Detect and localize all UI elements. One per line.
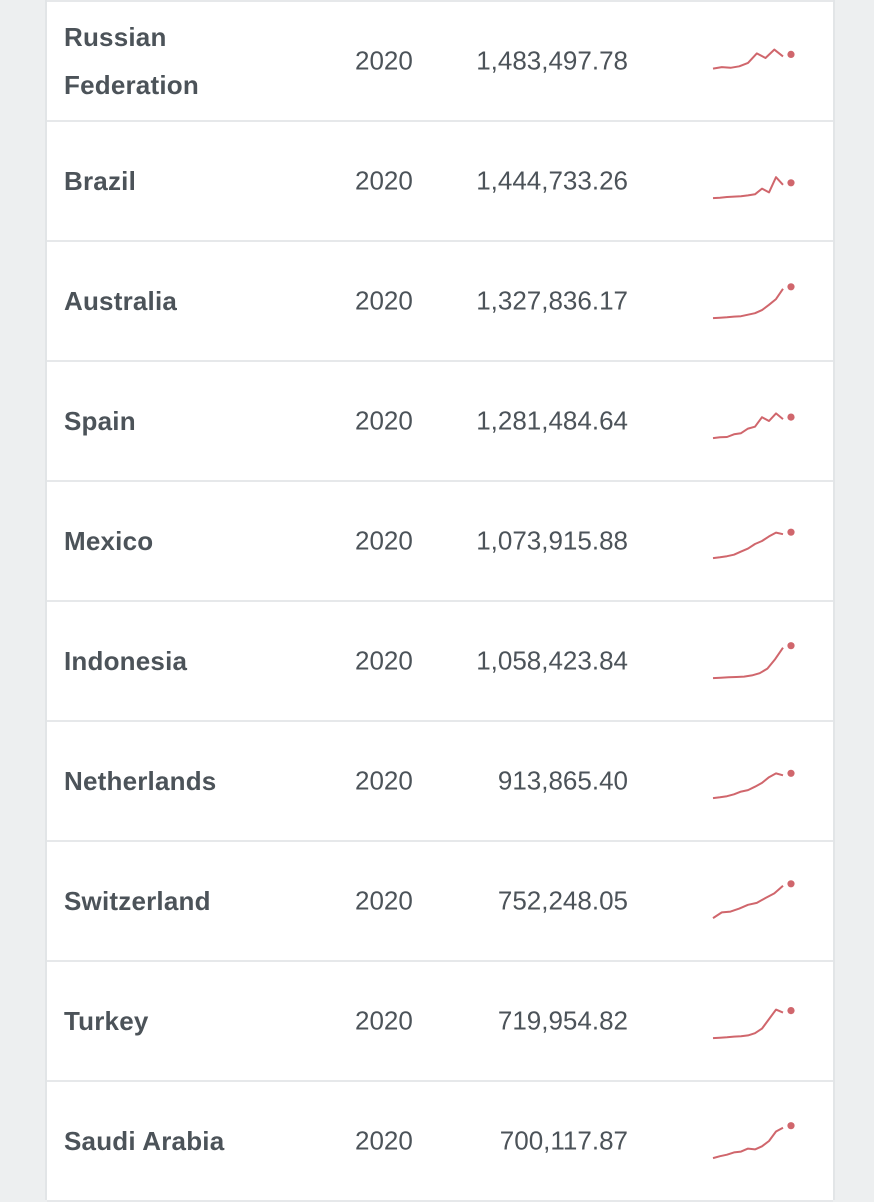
sparkline-line [712,1008,784,1040]
sparkline-endpoint [787,283,795,291]
sparkline-endpoint [787,528,795,536]
sparkline-chart [712,176,795,200]
sparkline-endpoint [787,1122,795,1130]
sparkline-chart [712,1122,795,1160]
year-cell: 2020 [355,165,413,196]
year-cell: 2020 [355,285,413,316]
sparkline-line [712,1126,784,1160]
sparkline-endpoint [787,50,795,58]
sparkline-endpoint [787,769,795,777]
country-name: Brazil [64,166,137,196]
value-cell: 1,444,733.26 [476,165,628,196]
table-row[interactable]: Turkey 2020 719,954.82 [47,962,833,1082]
sparkline-endpoint [787,179,795,187]
sparkline-chart [712,48,795,70]
year-cell: 2020 [355,405,413,436]
table-row[interactable]: Saudi Arabia 2020 700,117.87 [47,1082,833,1202]
sparkline-endpoint [787,642,795,650]
sparkline-chart [712,283,795,320]
value-cell: 1,281,484.64 [476,405,628,436]
table-row[interactable]: Switzerland 2020 752,248.05 [47,842,833,962]
value-cell: 1,483,497.78 [476,45,628,76]
value-cell: 719,954.82 [497,1005,628,1036]
country-name: Turkey [64,1006,149,1036]
value-cell: 1,058,423.84 [476,645,628,676]
table-row[interactable]: Netherlands 2020 913,865.40 [47,722,833,842]
year-cell: 2020 [355,765,413,796]
sparkline-chart [712,880,795,919]
value-cell: 752,248.05 [497,885,628,916]
sparkline-chart [712,769,795,800]
sparkline-line [712,176,784,200]
year-cell: 2020 [355,1125,413,1156]
sparkline-line [712,531,784,560]
sparkline-line [712,885,784,919]
table-row[interactable]: Russian Federation 2020 1,483,497.78 [47,0,833,122]
table-row[interactable]: Spain 2020 1,281,484.64 [47,362,833,482]
sparkline-line [712,647,784,680]
sparkline-endpoint [787,1007,795,1015]
sparkline-chart [712,1007,795,1040]
sparkline-line [712,288,784,320]
table-row[interactable]: Mexico 2020 1,073,915.88 [47,482,833,602]
country-name: Russian Federation [64,22,199,100]
sparkline-chart [712,528,795,560]
year-cell: 2020 [355,645,413,676]
year-cell: 2020 [355,1005,413,1036]
country-name: Australia [64,286,178,316]
country-name: Switzerland [64,886,211,916]
country-name: Netherlands [64,766,217,796]
table-row[interactable]: Indonesia 2020 1,058,423.84 [47,602,833,722]
year-cell: 2020 [355,45,413,76]
sparkline-chart [712,412,795,440]
table-row[interactable]: Australia 2020 1,327,836.17 [47,242,833,362]
country-name: Mexico [64,526,154,556]
country-name: Indonesia [64,646,188,676]
value-cell: 700,117.87 [499,1125,628,1156]
year-cell: 2020 [355,525,413,556]
sparkline-chart [712,642,795,680]
value-cell: 1,073,915.88 [476,525,628,556]
table-row[interactable]: Brazil 2020 1,444,733.26 [47,122,833,242]
data-table: Russian Federation 2020 1,483,497.78 Bra… [45,0,835,1202]
year-cell: 2020 [355,885,413,916]
sparkline-line [712,772,784,800]
sparkline-endpoint [787,880,795,888]
sparkline-line [712,412,784,440]
country-name: Saudi Arabia [64,1126,225,1156]
value-cell: 1,327,836.17 [476,285,628,316]
country-name: Spain [64,406,136,436]
sparkline-line [712,48,784,70]
value-cell: 913,865.40 [497,765,628,796]
sparkline-endpoint [787,413,795,421]
